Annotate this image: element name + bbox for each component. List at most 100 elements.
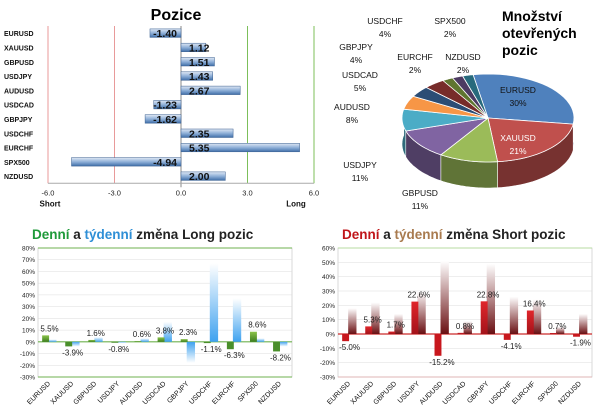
daily-bar xyxy=(457,332,465,334)
chart-title: Pozice xyxy=(151,7,202,24)
data-label: -4.1% xyxy=(501,342,522,351)
category-label: EURUSD xyxy=(26,380,52,406)
pie-slice xyxy=(425,80,489,119)
pie-slice xyxy=(405,117,490,156)
position-bar xyxy=(180,42,207,52)
position-bar xyxy=(149,28,182,38)
daily-bar xyxy=(388,331,396,334)
data-label: -0.8% xyxy=(108,345,129,354)
category-label: EURCHF xyxy=(4,146,34,153)
pie-slice xyxy=(403,95,489,119)
daily-bar xyxy=(180,339,188,342)
pie-slice xyxy=(401,108,489,132)
pie-slice-name: GBPJPY xyxy=(339,42,373,52)
pie-slice-name: NZDUSD xyxy=(445,52,480,62)
pie-slice-value: 4% xyxy=(350,55,363,65)
weekly-bar xyxy=(279,341,288,347)
y-tick-label: 40% xyxy=(322,274,335,281)
pie-chart-svg: EURUSD 30% XAUUSD 21% GBPUSD 11% USDJPY 11% AUDU… xyxy=(334,8,577,211)
category-label: USDCHF xyxy=(488,380,514,406)
daily-bar xyxy=(203,341,211,344)
value-label: -1.23 xyxy=(153,100,177,112)
position-bar xyxy=(180,85,241,95)
pie-slice xyxy=(451,75,489,119)
pie-slice-value: 21% xyxy=(509,146,526,156)
position-bar xyxy=(180,71,213,81)
daily-bar xyxy=(411,301,419,334)
category-label: USDCAD xyxy=(4,103,34,110)
daily-bar xyxy=(226,341,234,350)
value-label: -4.94 xyxy=(153,157,177,169)
chart-title: Denní a týdenní změna Short pozic xyxy=(342,227,566,242)
data-label: -3.9% xyxy=(62,348,83,357)
y-tick-label: -30% xyxy=(20,375,35,382)
weekly-bar xyxy=(371,302,380,334)
category-label: EURUSD xyxy=(4,31,34,38)
pie-slice xyxy=(472,73,575,125)
weekly-bar xyxy=(509,296,519,334)
pie-slice-name: EURCHF xyxy=(397,52,432,62)
x-tick-label: -3.0 xyxy=(108,188,121,197)
data-label: 16.4% xyxy=(523,299,546,308)
data-label: 3.8% xyxy=(156,326,174,335)
pie-slice-name: SPX500 xyxy=(434,16,465,26)
pie-slice-value: 2% xyxy=(457,65,470,75)
category-label: AUDUSD xyxy=(4,88,34,95)
data-label: 0.7% xyxy=(548,322,566,331)
category-label: NZDUSD xyxy=(557,380,583,406)
category-label: SPX500 xyxy=(537,380,560,403)
title-part: týdenní xyxy=(395,227,444,242)
pie-title: pozic xyxy=(502,42,538,58)
weekly-bar xyxy=(117,341,126,343)
value-label: 1.43 xyxy=(189,71,210,83)
daily-bar xyxy=(573,334,580,337)
pie-slice-value: 4% xyxy=(379,29,392,39)
pie-slice-value: 11% xyxy=(352,173,369,183)
y-tick-label: -20% xyxy=(320,360,335,367)
pie-slice-name: USDCHF xyxy=(367,16,402,26)
pie-slice-name: XAUUSD xyxy=(500,133,535,143)
category-label: EURCHF xyxy=(211,380,237,406)
pie-title: Množství xyxy=(502,8,563,24)
daily-bar xyxy=(342,334,350,342)
weekly-bar xyxy=(555,326,565,334)
weekly-bar xyxy=(186,341,196,363)
title-part: Denní xyxy=(32,227,71,242)
short-label: Short xyxy=(40,199,61,208)
category-label: SPX500 xyxy=(237,380,260,403)
category-label: AUDUSD xyxy=(119,380,145,406)
data-label: 5.3% xyxy=(364,315,382,324)
y-tick-label: 70% xyxy=(22,257,35,264)
value-label: 1.51 xyxy=(189,57,210,69)
y-tick-label: 30% xyxy=(322,289,335,296)
pie-slice-name: USDJPY xyxy=(343,160,377,170)
title-part: Denní xyxy=(342,227,381,242)
data-label: 22.8% xyxy=(477,290,500,299)
weekly-bar xyxy=(463,321,472,334)
weekly-bar xyxy=(71,341,80,347)
data-label: -5.0% xyxy=(339,343,360,352)
pie-slice-name: USDCAD xyxy=(342,70,378,80)
y-tick-label: 10% xyxy=(322,317,335,324)
value-label: 5.35 xyxy=(189,143,210,155)
short-change-chart-svg: Denní a týdenní změna Short pozic 60% 50% 4… xyxy=(320,227,593,406)
data-label: 0.6% xyxy=(133,330,151,339)
y-tick-label: 10% xyxy=(22,328,35,335)
data-label: -1.1% xyxy=(201,345,222,354)
title-part: a xyxy=(380,227,395,242)
category-label: NZDUSD xyxy=(4,174,33,181)
category-label: EURCHF xyxy=(511,380,537,406)
y-tick-label: -10% xyxy=(20,351,35,358)
data-label: -8.2% xyxy=(270,353,291,362)
daily-bar xyxy=(273,341,280,352)
position-bar xyxy=(180,128,234,138)
category-label: USDCHF xyxy=(188,380,214,406)
category-label: GBPUSD xyxy=(72,380,98,406)
data-label: -15.2% xyxy=(429,358,454,367)
chart-title: Denní a týdenní změna Long pozic xyxy=(32,227,254,242)
category-label: USDCAD xyxy=(142,380,168,406)
positions-chart: Pozice EURUSD -1.40 XAUUSD 1.12 GBPUSD 1.51 USD… xyxy=(0,0,330,210)
daily-bar xyxy=(549,332,557,334)
data-label: 22.6% xyxy=(407,291,430,300)
pie-slice-value: 8% xyxy=(346,115,359,125)
